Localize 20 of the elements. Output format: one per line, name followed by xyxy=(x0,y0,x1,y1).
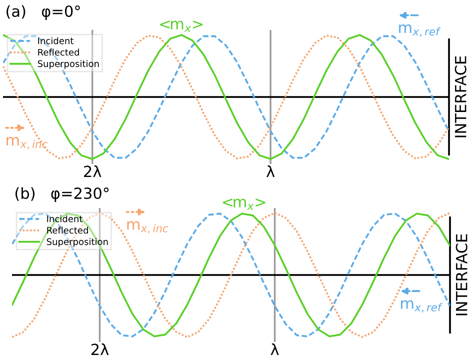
x-tick-label: λ xyxy=(270,343,279,355)
x-tick-label: 2λ xyxy=(91,343,109,355)
text: INTERFACE xyxy=(454,56,466,138)
legend-label: Superposition xyxy=(38,60,99,69)
chart-title: (a) φ=0° xyxy=(6,5,80,20)
annotation: m$_{x,ref}$ xyxy=(399,24,441,37)
text: <m$_{x}$> xyxy=(160,20,203,32)
annotation: m$_{x,inc}$ xyxy=(6,136,48,150)
legend-label: Reflected xyxy=(47,226,88,234)
x-tick-label: 2λ xyxy=(84,165,102,177)
legend-label: Reflected xyxy=(38,48,79,56)
annotation: m$_{x,inc}$ xyxy=(127,221,168,234)
legend-label: Incident xyxy=(47,215,82,222)
chart-title: (b) φ=230° xyxy=(16,187,109,202)
x-tick-label: λ xyxy=(266,165,275,177)
text: <m$_{x}$> xyxy=(222,198,266,210)
legend-label: Superposition xyxy=(46,238,108,247)
annotation: m$_{x,ref}$ xyxy=(401,300,443,312)
legend-label: Incident xyxy=(38,37,74,44)
text: INTERFACE xyxy=(456,234,468,316)
